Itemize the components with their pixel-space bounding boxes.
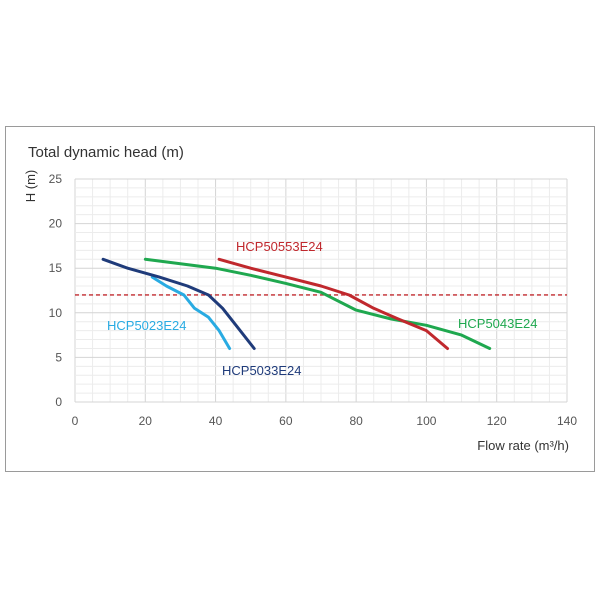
x-tick-label: 0 xyxy=(72,414,79,428)
y-tick-label: 5 xyxy=(55,350,62,364)
series-line-hcp50553e24 xyxy=(217,257,449,350)
series-group xyxy=(101,257,492,350)
y-tick-label: 10 xyxy=(49,306,63,320)
chart-title: Total dynamic head (m) xyxy=(28,144,184,161)
x-axis-label: Flow rate (m³/h) xyxy=(477,438,569,453)
y-tick-label: 20 xyxy=(49,217,63,231)
series-labels: HCP5023E24 HCP5033E24 HCP5043E24 HCP50553E2… xyxy=(107,239,538,378)
y-tick-label: 15 xyxy=(49,261,63,275)
x-tick-label: 80 xyxy=(349,414,363,428)
tick-labels: 0 20 40 60 80 100 120 140 0 5 10 15 20 25 xyxy=(49,172,578,428)
series-line-hcp5023e24 xyxy=(150,275,232,350)
x-tick-label: 60 xyxy=(279,414,293,428)
y-axis-label: H (m) xyxy=(23,170,38,203)
y-tick-label: 0 xyxy=(55,395,62,409)
x-tick-label: 140 xyxy=(557,414,577,428)
series-label-hcp50553e24: HCP50553E24 xyxy=(236,239,323,254)
x-tick-label: 20 xyxy=(139,414,153,428)
series-line-hcp5043e24 xyxy=(143,257,492,350)
grid xyxy=(74,178,568,403)
x-tick-label: 120 xyxy=(487,414,507,428)
series-label-hcp5043e24: HCP5043E24 xyxy=(458,316,538,331)
y-tick-label: 25 xyxy=(49,172,63,186)
x-tick-label: 40 xyxy=(209,414,223,428)
x-tick-label: 100 xyxy=(416,414,436,428)
series-label-hcp5023e24: HCP5023E24 xyxy=(107,318,187,333)
series-label-hcp5033e24: HCP5033E24 xyxy=(222,363,302,378)
series-line-hcp5033e24 xyxy=(101,257,256,350)
